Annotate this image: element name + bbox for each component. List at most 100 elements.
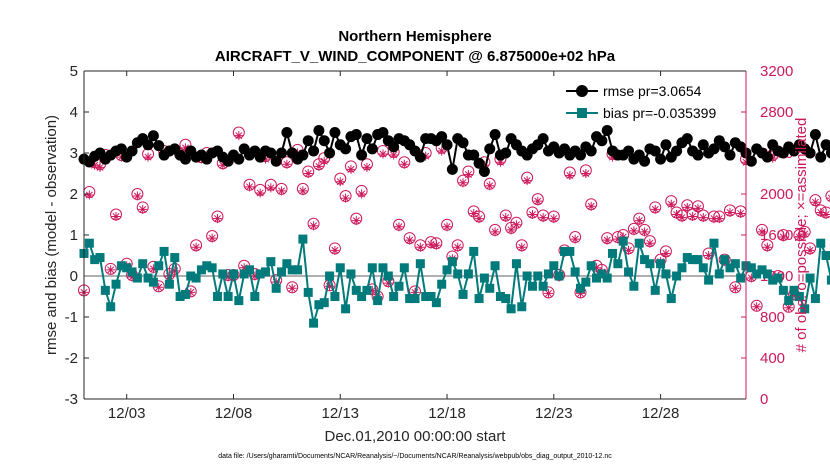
bias-point — [223, 292, 233, 301]
obs-assimilated-point — [821, 210, 830, 219]
bias-point — [800, 304, 810, 314]
rmse-point — [649, 145, 661, 157]
obs-assimilated-point — [805, 245, 815, 255]
bias-point — [319, 298, 329, 308]
rmse-point — [153, 140, 165, 152]
bias-point — [362, 285, 372, 295]
rmse-point — [708, 143, 720, 155]
obs-assimilated-point — [666, 199, 676, 209]
rmse-point — [815, 151, 827, 163]
rmse-point — [302, 135, 314, 147]
bias-point — [287, 265, 297, 275]
data-file-footer: data file: /Users/gharamti/Documents/NCA… — [218, 453, 612, 460]
rmse-point — [179, 153, 191, 165]
bias-point — [810, 294, 820, 304]
bias-point — [511, 259, 521, 269]
bias-point — [527, 281, 537, 291]
rmse-point — [681, 133, 693, 145]
bias-point — [613, 259, 623, 269]
bias-point — [95, 253, 105, 263]
obs-assimilated-point — [608, 152, 618, 162]
rmse-point — [340, 143, 352, 155]
rmse-point — [825, 147, 830, 159]
obs-assimilated-point — [143, 152, 153, 162]
rmse-point — [655, 153, 667, 165]
obs-assimilated-point — [485, 181, 495, 191]
bias-point — [757, 265, 767, 275]
obs-assimilated-point — [261, 154, 271, 164]
obs-assimilated-point — [479, 160, 489, 170]
bias-point — [538, 281, 548, 291]
bias-point — [116, 261, 126, 271]
bias-point — [202, 261, 212, 271]
obs-assimilated-point — [517, 242, 527, 252]
obs-assimilated-point — [399, 159, 409, 169]
obs-assimilated-point — [757, 227, 767, 237]
bias-point — [533, 271, 543, 281]
obs-assimilated-point — [95, 162, 105, 172]
rmse-point — [596, 135, 608, 147]
rmse-point — [318, 135, 330, 147]
obs-assimilated-point — [810, 197, 820, 207]
rmse-point — [126, 145, 138, 157]
bias-series-markers — [79, 234, 830, 328]
obs-assimilated-point — [784, 303, 794, 313]
rmse-series-markers — [78, 124, 830, 177]
bias-point — [656, 259, 666, 269]
right-tick-label: 0 — [760, 391, 768, 408]
bias-point — [132, 273, 142, 283]
obs-assimilated-point — [271, 277, 281, 287]
obs-assimilated-point — [106, 265, 116, 275]
obs-assimilated-point — [170, 266, 180, 276]
bias-point — [736, 273, 746, 283]
bias-point — [447, 257, 457, 267]
obs-assimilated-point — [672, 210, 682, 219]
bias-point — [773, 273, 783, 283]
obs-assimilated-point — [378, 149, 388, 159]
left-axis-label: rmse and bias (model - observation) — [43, 115, 60, 355]
bias-point — [341, 304, 351, 314]
legend-rmse-label: rmse pr=3.0654 — [603, 83, 702, 99]
rmse-point — [446, 163, 458, 175]
bias-point — [618, 236, 628, 246]
bias-point — [458, 289, 468, 299]
chart-subtitle: AIRCRAFT_V_WIND_COMPONENT @ 6.875000e+02… — [215, 48, 616, 65]
obs-assimilated-point — [714, 214, 724, 224]
obs-assimilated-point — [346, 164, 356, 174]
x-tick-label: 12/08 — [215, 405, 253, 422]
bias-point — [84, 238, 94, 248]
bias-point — [629, 281, 639, 291]
rmse-point — [142, 139, 154, 151]
bias-point — [426, 292, 436, 301]
obs-assimilated-point — [661, 248, 671, 258]
rmse-point — [585, 145, 597, 157]
bias-point — [111, 279, 121, 289]
obs-assimilated-point — [511, 220, 521, 230]
obs-assimilated-point — [341, 193, 351, 203]
rmse-point — [457, 137, 469, 149]
rmse-point — [308, 145, 320, 157]
bias-point — [485, 283, 495, 293]
bias-point — [725, 263, 735, 273]
bias-point — [501, 294, 511, 304]
bias-point — [474, 294, 484, 304]
rmse-point — [478, 165, 490, 177]
bias-point — [239, 269, 249, 279]
bias-point — [367, 263, 377, 273]
bias-point — [170, 253, 180, 263]
bias-point — [479, 273, 489, 283]
rmse-point — [281, 127, 293, 138]
bias-point — [271, 283, 281, 293]
obs-assimilated-point — [367, 285, 377, 295]
bias-point — [143, 273, 153, 283]
rmse-point — [639, 155, 651, 167]
obs-assimilated-point — [383, 278, 393, 288]
obs-assimilated-point — [698, 213, 708, 223]
bias-point — [405, 294, 415, 304]
obs-assimilated-point — [693, 203, 703, 213]
rmse-point — [745, 155, 757, 167]
rmse-point — [473, 157, 485, 169]
bias-point — [490, 261, 500, 271]
bias-point — [650, 285, 660, 295]
bias-point — [325, 271, 335, 281]
